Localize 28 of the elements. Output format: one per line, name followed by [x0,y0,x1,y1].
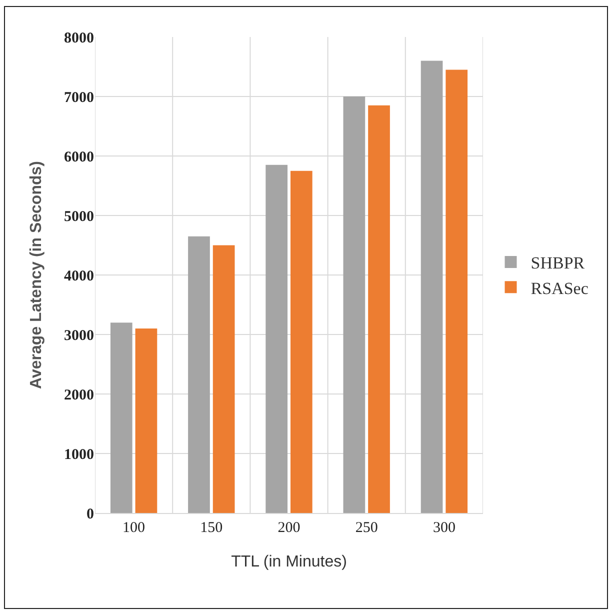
x-tick-label: 300 [432,520,456,536]
y-axis-title: Average Latency (in Seconds) [28,161,45,389]
bar [110,322,132,513]
bar [446,70,468,513]
y-tick-label: 1000 [64,446,94,463]
bar [368,105,390,513]
bar [135,328,158,513]
legend-label: RSASec [530,278,589,298]
y-tick-label: 5000 [64,208,94,225]
x-tick-label: 150 [200,520,223,536]
y-tick-label: 2000 [64,387,94,404]
x-tick-label: 200 [278,520,300,536]
y-tick-label: 6000 [64,149,94,166]
bar [290,170,312,513]
y-tick-label: 4000 [64,268,94,284]
x-tick-label: 250 [355,520,378,536]
x-axis-title: TTL (in Minutes) [231,554,347,571]
y-tick-label: 3000 [64,328,94,344]
x-tick-label: 100 [122,520,146,536]
bar [420,60,443,513]
y-tick-label: 7000 [64,90,94,106]
y-tick-label: 8000 [64,30,94,46]
bar [188,236,210,513]
bar [212,245,235,513]
bar [343,96,366,513]
legend-label: SHBPR [530,254,586,273]
y-tick-label: 0 [86,506,94,522]
bar [266,164,288,513]
